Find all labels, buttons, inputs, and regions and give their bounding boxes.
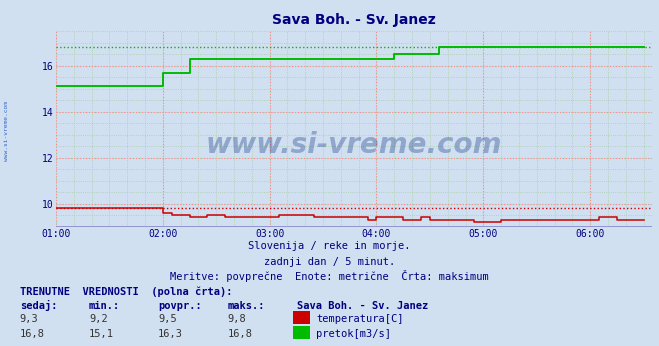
- Text: 9,2: 9,2: [89, 315, 107, 325]
- Text: 16,8: 16,8: [227, 329, 252, 339]
- Text: 9,8: 9,8: [227, 315, 246, 325]
- Text: Slovenija / reke in morje.: Slovenija / reke in morje.: [248, 241, 411, 251]
- Text: 16,8: 16,8: [20, 329, 45, 339]
- Text: maks.:: maks.:: [227, 301, 265, 311]
- Text: povpr.:: povpr.:: [158, 301, 202, 311]
- Text: pretok[m3/s]: pretok[m3/s]: [316, 329, 391, 339]
- Text: zadnji dan / 5 minut.: zadnji dan / 5 minut.: [264, 257, 395, 267]
- Text: 9,3: 9,3: [20, 315, 38, 325]
- Text: temperatura[C]: temperatura[C]: [316, 315, 404, 325]
- Text: 9,5: 9,5: [158, 315, 177, 325]
- Text: Sava Boh. - Sv. Janez: Sava Boh. - Sv. Janez: [297, 301, 428, 311]
- Title: Sava Boh. - Sv. Janez: Sava Boh. - Sv. Janez: [272, 13, 436, 27]
- Text: 16,3: 16,3: [158, 329, 183, 339]
- Text: sedaj:: sedaj:: [20, 300, 57, 311]
- Text: TRENUTNE  VREDNOSTI  (polna črta):: TRENUTNE VREDNOSTI (polna črta):: [20, 286, 232, 297]
- Text: www.si-vreme.com: www.si-vreme.com: [206, 130, 502, 158]
- Text: 15,1: 15,1: [89, 329, 114, 339]
- Text: www.si-vreme.com: www.si-vreme.com: [4, 101, 9, 162]
- Text: min.:: min.:: [89, 301, 120, 311]
- Text: Meritve: povprečne  Enote: metrične  Črta: maksimum: Meritve: povprečne Enote: metrične Črta:…: [170, 270, 489, 282]
